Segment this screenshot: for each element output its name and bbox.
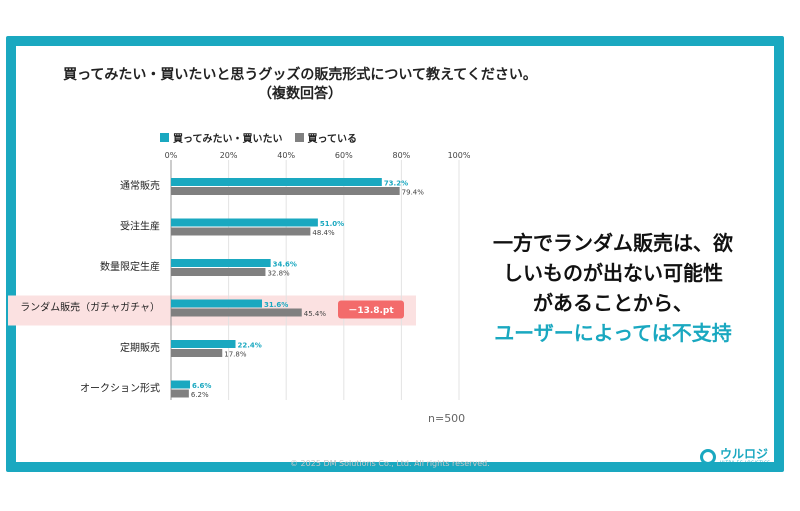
bar-want	[171, 299, 263, 308]
category-label: 数量限定生産	[100, 260, 160, 273]
data-label-buying: 6.2%	[191, 391, 209, 399]
bar-want	[171, 340, 236, 348]
data-label-want: 51.0%	[320, 220, 344, 228]
difference-callout	[338, 300, 404, 319]
x-tick-label: 20%	[220, 151, 238, 160]
bar-buying	[171, 349, 223, 357]
copyright-text: © 2025 DM Solutions Co., Ltd. All rights…	[290, 459, 490, 468]
legend-item-buying: 買っている	[294, 130, 358, 145]
category-label: 通常販売	[120, 179, 160, 192]
data-label-want: 31.6%	[264, 301, 288, 309]
bar-buying	[171, 268, 266, 276]
legend-label-want: 買ってみたい・買いたい	[173, 134, 283, 145]
key-message-line-2: しいものが出ない可能性	[503, 261, 723, 285]
x-tick-label: 100%	[448, 151, 471, 160]
legend-swatch-buying	[294, 133, 304, 142]
bar-want	[171, 178, 382, 186]
key-message: 一方でランダム販売は、欲 しいものが出ない可能性 があることから、 ユーザーによ…	[468, 228, 758, 348]
bar-buying	[171, 227, 311, 236]
x-tick-label: 40%	[277, 151, 295, 160]
x-tick-label: 60%	[335, 151, 353, 160]
x-tick-label: 0%	[165, 151, 178, 160]
difference-callout-label: －13.8.pt	[348, 306, 394, 316]
bar-buying	[171, 308, 302, 317]
sample-size-label: n=500	[428, 412, 466, 425]
bar-buying	[171, 187, 400, 195]
data-label-buying: 45.4%	[304, 310, 327, 318]
key-message-line-1: 一方でランダム販売は、欲	[493, 231, 733, 255]
data-label-want: 34.6%	[273, 261, 297, 269]
bar-want	[171, 380, 191, 389]
category-label: 定期販売	[120, 341, 160, 354]
chart-title-main: 買ってみたい・買いたいと思うグッズの販売形式について教えてください。	[63, 67, 537, 83]
x-tick-label: 80%	[393, 151, 411, 160]
logo-name: ウルロジ	[720, 447, 769, 461]
data-label-buying: 48.4%	[312, 229, 335, 237]
key-message-accent: ユーザーによっては不支持	[494, 321, 732, 345]
bar-want	[171, 259, 271, 267]
bar-want	[171, 218, 318, 227]
logo-sub: ULTRA EC LOGISTICS	[720, 460, 771, 465]
data-label-buying: 17.8%	[224, 351, 247, 359]
brand-logo: ウルロジ ULTRA EC LOGISTICS	[700, 448, 770, 465]
chart-subtitle: （複数回答）	[258, 86, 342, 102]
bar-buying	[171, 389, 189, 398]
data-label-want: 73.2%	[384, 180, 408, 188]
data-label-buying: 32.8%	[267, 270, 290, 278]
category-label: ランダム販売（ガチャガチャ）	[20, 301, 160, 314]
legend-label-buying: 買っている	[307, 134, 358, 145]
chart-title: 買ってみたい・買いたいと思うグッズの販売形式について教えてください。 （複数回答…	[40, 66, 560, 104]
data-label-want: 6.6%	[192, 382, 211, 390]
legend-item-want: 買ってみたい・買いたい	[160, 130, 283, 145]
category-label: オークション形式	[80, 382, 160, 395]
data-label-buying: 79.4%	[402, 189, 425, 197]
chart-legend: 買ってみたい・買いたい 買っている	[160, 130, 357, 145]
legend-swatch-want	[160, 133, 169, 142]
key-message-line-3: があることから、	[533, 291, 693, 315]
category-label: 受注生産	[120, 220, 160, 233]
logo-mark-icon	[700, 448, 716, 465]
data-label-want: 22.4%	[238, 342, 262, 350]
slide-frame	[6, 36, 784, 472]
